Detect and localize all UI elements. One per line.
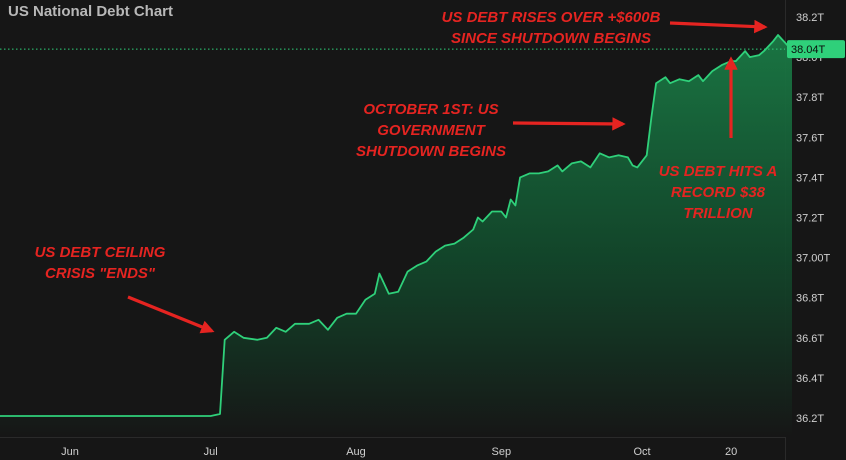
series-line (0, 34, 793, 417)
x-tick-label: Sep (492, 446, 512, 458)
x-tick-label: Jun (61, 446, 79, 458)
y-tick-label: 37.2T (796, 213, 824, 225)
x-tick-label: 20 (725, 446, 737, 458)
y-tick-label: 36.8T (796, 293, 824, 305)
annotation-text: US DEBT HITS A RECORD $38 TRILLION (659, 163, 778, 222)
y-tick-label: 37.8T (796, 92, 824, 104)
annotation-arrow (127, 295, 215, 334)
series-area (0, 35, 792, 437)
annotation-arrow (512, 117, 626, 131)
x-tick-label: Oct (633, 446, 650, 458)
annotation-arrow (669, 19, 768, 34)
annotation-text: US DEBT CEILING CRISIS "ENDS" (35, 244, 166, 282)
y-tick-label: 36.2T (796, 413, 824, 425)
last-value-label: 38.04T (791, 44, 826, 56)
y-tick-label: 37.6T (796, 132, 824, 144)
y-tick-label: 37.00T (796, 253, 831, 265)
y-tick-label: 36.6T (796, 333, 824, 345)
y-tick-label: 36.4T (796, 373, 824, 385)
chart-title: US National Debt Chart (8, 3, 174, 20)
y-tick-label: 37.4T (796, 172, 824, 184)
last-value-tag (787, 40, 845, 59)
x-tick-label: Jul (204, 446, 218, 458)
annotation-text: OCTOBER 1ST: US GOVERNMENT SHUTDOWN BEGINS (356, 101, 506, 160)
annotation-text: US DEBT RISES OVER +$600B SINCE SHUTDOWN … (442, 9, 661, 47)
x-tick-label: Aug (346, 446, 366, 458)
y-tick-label: 38.2T (796, 12, 824, 24)
